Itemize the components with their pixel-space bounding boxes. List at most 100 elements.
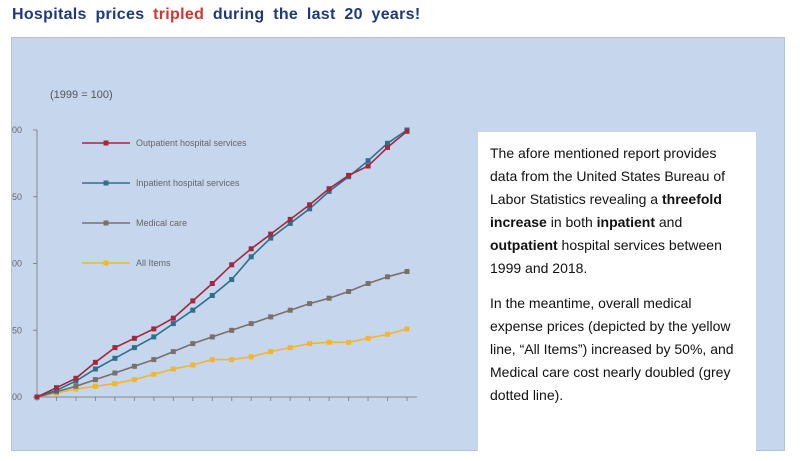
series-line [36,270,408,398]
data-point [209,293,215,298]
data-point [365,335,371,341]
note-text-4: hospital services between 1999 and 2018. [490,237,722,276]
data-point [54,387,59,393]
data-point [385,144,390,150]
data-point [326,295,332,301]
data-point [112,355,118,361]
data-point [229,357,235,363]
data-point [151,334,157,340]
data-point [54,385,59,391]
data-point [190,341,196,347]
data-point [346,339,352,345]
chart-subtitle: (1999 = 100) [50,89,113,101]
data-point [92,383,98,389]
data-point [209,334,215,340]
data-point [307,202,313,208]
data-point [190,307,196,313]
data-point [404,326,410,332]
data-point [268,231,274,237]
data-point [131,345,137,351]
y-tick-label: 150 [12,325,22,335]
data-point [112,345,118,351]
data-point [170,321,176,327]
data-point [268,235,274,241]
data-point [248,246,254,252]
data-point [346,289,352,294]
data-point [326,186,332,192]
data-point [365,281,371,286]
data-point [92,366,98,372]
data-point [307,301,313,307]
data-point [170,315,176,321]
data-point [73,386,79,392]
note-emphasis-inpatient: inpatient [596,214,655,230]
headline-before: Hospitals prices [12,6,154,23]
data-point [73,378,79,384]
data-point [248,254,254,260]
data-point [287,345,293,351]
data-point [151,357,157,363]
headline-highlight: tripled [153,6,205,23]
data-point [268,314,274,320]
note-paragraph-1: The afore mentioned report provides data… [490,142,746,280]
data-point [365,163,371,169]
y-tick-label: 200 [12,259,22,269]
note-emphasis-outpatient: outpatient [490,237,558,253]
legend-label: All Items [136,258,171,268]
data-point [268,349,274,355]
description-note: The afore mentioned report provides data… [478,132,756,452]
note-text-3: and [655,214,683,230]
note-paragraph-2: In the meantime, overall medical expense… [490,295,734,403]
legend-swatch-marker [103,140,109,146]
chart-panel: (1999 = 100) 100 150 200 250 300 Outpatient h… [11,37,785,452]
legend-swatch-marker [103,180,109,186]
data-point [73,375,79,381]
data-point [92,377,98,383]
data-point [248,321,254,327]
headline: Hospitals prices tripled during the last… [12,6,420,24]
data-point [365,158,371,164]
series-line [36,129,408,398]
y-tick-label: 250 [12,192,22,202]
series-line [36,328,408,398]
data-point [34,394,40,400]
data-point [229,327,235,333]
data-point [385,140,390,146]
data-point [346,172,352,178]
data-point [229,262,235,268]
headline-after: during the last 20 years! [204,6,421,23]
legend-label: Outpatient hospital services [136,138,247,148]
note-text-2: in both [546,214,597,230]
legend-swatch-marker [103,260,109,266]
data-point [92,359,98,365]
data-point [151,326,157,332]
data-point [287,220,293,226]
data-point [385,331,390,337]
note-emphasis-threefold: threefold increase [490,191,722,230]
data-point [112,370,118,376]
data-point [287,307,293,313]
data-point [170,366,176,372]
data-point [170,349,176,355]
data-point [131,363,137,369]
data-point [73,383,79,389]
data-point [307,206,313,212]
data-point [248,354,254,360]
data-point [131,335,137,341]
data-point [112,381,118,387]
data-point [326,188,332,194]
series-line [36,130,408,398]
data-point [209,281,215,286]
data-point [307,341,313,347]
data-point [404,269,410,274]
data-point [131,377,137,383]
legend-label: Medical care [136,218,187,228]
data-point [404,128,410,134]
data-point [229,277,235,282]
data-point [287,216,293,222]
data-point [190,362,196,368]
data-point [326,339,332,345]
legend-swatch-marker [103,220,109,226]
data-point [190,298,196,304]
legend-label: Inpatient hospital services [136,178,240,188]
